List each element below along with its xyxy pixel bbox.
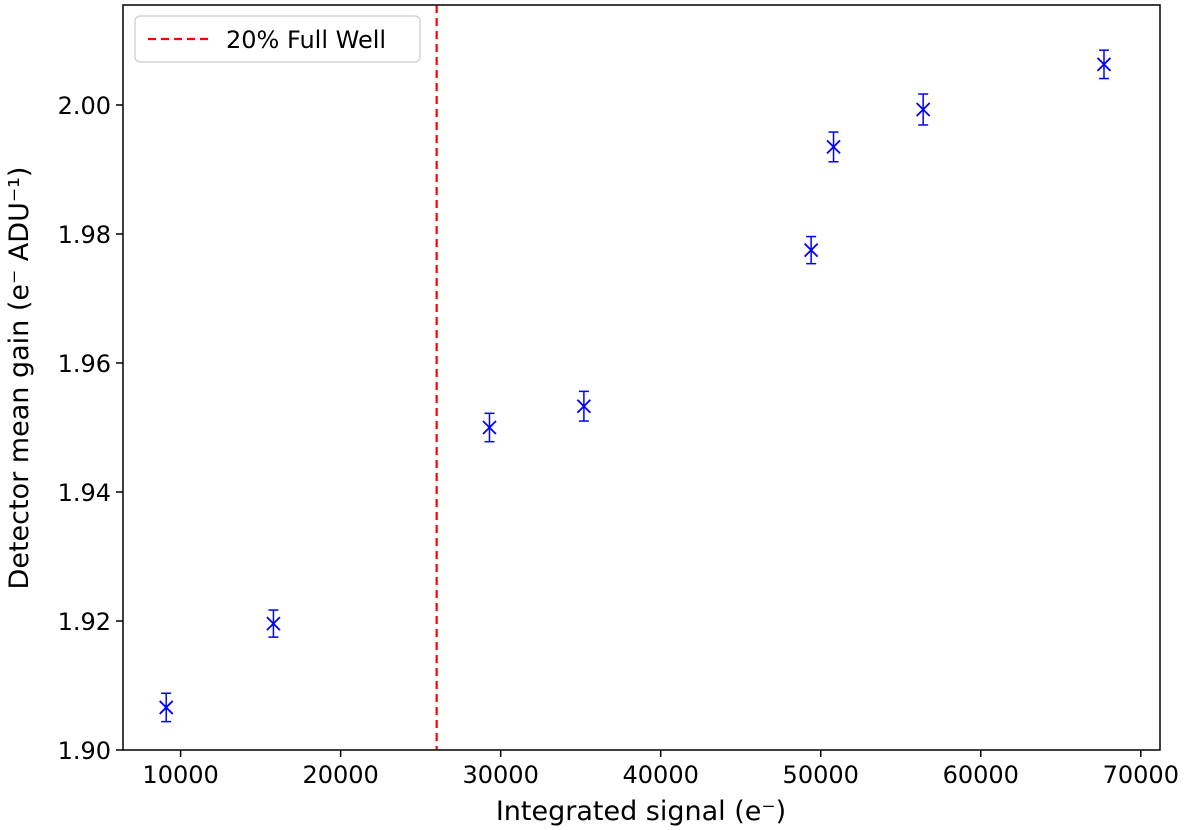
x-marker [576,399,592,414]
x-tick-label: 60000 [943,761,1019,789]
data-point [916,93,931,126]
x-marker [826,139,841,155]
data-point [803,235,819,265]
x-marker [266,616,281,631]
x-marker [916,102,931,117]
x-tick-label: 20000 [302,761,378,789]
data-point [159,692,174,723]
y-axis-label: Detector mean gain (e⁻ ADU⁻¹) [4,167,35,590]
legend: 20% Full Well [134,15,421,63]
x-tick-label: 50000 [783,761,859,789]
y-tick-label: 2.00 [58,92,111,120]
data-layer [159,5,1112,750]
x-tick-label: 30000 [462,761,538,789]
legend-vline-label: 20% Full Well [226,26,386,54]
x-marker [1096,57,1112,72]
x-tick-label: 70000 [1103,761,1179,789]
y-tick-label: 1.94 [58,479,111,507]
x-tick-label: 40000 [623,761,699,789]
data-point [576,390,592,422]
data-point [826,131,841,163]
x-marker [159,700,174,715]
y-tick-label: 1.90 [58,737,111,765]
data-point [266,609,281,638]
x-axis-label: Integrated signal (e⁻) [496,796,786,827]
x-marker [803,242,819,258]
data-point [1096,49,1112,80]
legend-box [134,15,421,63]
data-point [482,412,497,443]
x-tick-label: 10000 [142,761,218,789]
x-axis-ticks: 10000 20000 30000 40000 50000 60000 70000 [142,750,1179,789]
y-axis-ticks: 1.90 1.92 1.94 1.96 1.98 2.00 [58,92,123,765]
x-marker [482,420,497,435]
y-tick-label: 1.92 [58,608,111,636]
y-tick-label: 1.96 [58,350,111,378]
plot-frame [122,4,1161,751]
y-tick-label: 1.98 [58,221,111,249]
